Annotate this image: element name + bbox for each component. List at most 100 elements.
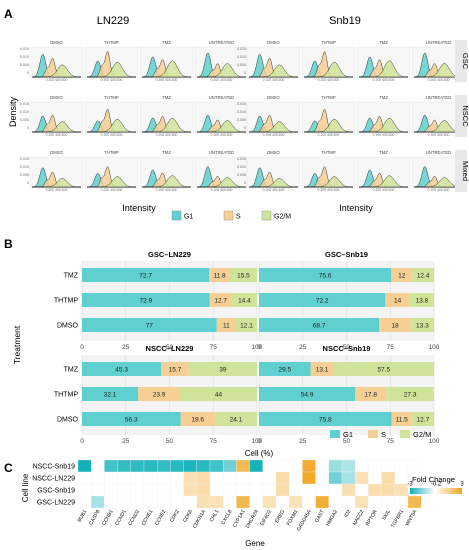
row-strip-bg <box>455 95 467 137</box>
heatmap-cell <box>341 459 356 473</box>
heatmap-cell <box>275 459 290 473</box>
density-xticks: 0 200 400 600 <box>318 188 340 192</box>
density-ytick: 0.010 <box>20 165 29 169</box>
heatmap-cell <box>91 495 105 509</box>
bar-s <box>310 362 334 376</box>
density-ytick: 0.005 <box>237 173 246 177</box>
condition-label: UNTREATED <box>209 150 234 155</box>
heatmap-column-label: EREG <box>274 509 286 524</box>
bar-data-label: 19.6 <box>191 417 204 424</box>
heatmap-cell <box>104 471 118 485</box>
density-g2m <box>197 177 246 188</box>
condition-label: THTMP <box>104 40 119 45</box>
heatmap-cell <box>275 471 290 485</box>
bar-g1 <box>259 268 392 282</box>
heatmap-cell <box>143 495 158 509</box>
bar-data-label: 32.1 <box>104 392 117 399</box>
bar-data-label: 24.1 <box>230 417 243 424</box>
heatmap-cell <box>315 459 329 473</box>
bar-data-label: 11.8 <box>213 273 226 280</box>
density-ytick: 0.010 <box>20 55 29 59</box>
bar-category-label: TMZ <box>64 273 79 280</box>
legend-a-label: S <box>236 214 241 221</box>
bar-data-label: 39 <box>219 367 227 374</box>
row-strip-label: GSC <box>461 53 469 70</box>
heatmap-cell <box>381 483 395 497</box>
density-g2m <box>249 121 298 133</box>
bar-g2m <box>412 268 434 282</box>
density-xlabel: Intensity <box>122 203 156 213</box>
heatmap-cell <box>289 495 303 509</box>
bar-g1 <box>82 318 217 332</box>
density-ytick: 0 <box>27 71 29 75</box>
bar-s <box>161 362 189 376</box>
bar-s <box>379 318 411 332</box>
bar-data-label: 68.7 <box>313 323 326 330</box>
bar-chart-title: NSCC–LN229 <box>146 344 194 353</box>
bar-s <box>391 268 413 282</box>
heatmap-column-label: DHCR24 <box>245 509 260 530</box>
bar-xtick: 100 <box>429 438 440 445</box>
density-ytick: 0.010 <box>237 55 246 59</box>
bar-xtick: 25 <box>299 344 307 351</box>
density-ylabel: Density <box>8 96 18 127</box>
bar-xtick: 25 <box>122 438 130 445</box>
density-ytick: 0 <box>244 126 246 130</box>
heatmap-cell <box>407 459 422 473</box>
heatmap-column-label: BUB1 <box>77 509 89 524</box>
density-xticks: 0 200 400 600 <box>46 78 68 82</box>
heatmap-cell <box>143 483 158 497</box>
condition-label: TMZ <box>379 40 388 45</box>
heatmap-cell <box>289 471 303 485</box>
heatmap-legend-tick: -0.2 <box>431 482 442 488</box>
heatmap-cell <box>104 459 118 473</box>
heatmap-column-label: CCNB1 <box>101 509 115 527</box>
condition-label: TMZ <box>162 95 171 100</box>
bar-data-label: 57.5 <box>377 367 390 374</box>
bar-g1 <box>259 318 380 332</box>
heatmap-cell <box>289 459 303 473</box>
density-xticks: 0 200 400 600 <box>211 188 233 192</box>
density-ytick: 0.015 <box>20 102 29 106</box>
condition-label: UNTREATED <box>209 40 234 45</box>
bar-data-label: 13.3 <box>416 323 429 330</box>
heatmap-column-label: CCND2 <box>127 509 141 527</box>
legend-a-swatch <box>261 210 272 221</box>
heatmap-cell <box>104 483 118 497</box>
heatmap-cell <box>157 495 171 509</box>
heatmap-cell <box>315 495 329 509</box>
heatmap-xlabel: Gene <box>245 539 265 548</box>
density-ytick: 0.010 <box>237 110 246 114</box>
bar-data-label: 44 <box>215 392 223 399</box>
bar-xtick: 75 <box>210 438 218 445</box>
panel-b-letter: B <box>4 237 13 251</box>
bar-data-label: 18 <box>391 323 399 330</box>
bar-data-label: 12.4 <box>417 273 430 280</box>
heatmap-column-label: NACC2 <box>352 509 366 527</box>
heatmap-cell <box>289 483 303 497</box>
heatmap-cell <box>157 459 171 473</box>
heatmap-column-label: RPTOR <box>365 509 379 527</box>
density-ytick: 0.015 <box>237 47 246 51</box>
density-g2m <box>32 64 81 78</box>
heatmap-cell <box>394 459 409 473</box>
heatmap-cell <box>249 483 263 497</box>
density-g2m <box>304 119 353 133</box>
bar-data-label: 23.9 <box>153 392 166 399</box>
row-strip-bg <box>455 150 467 192</box>
bar-chart-title: GSC–Snb19 <box>325 250 368 259</box>
bar-s <box>216 318 236 332</box>
density-xticks: 0 200 400 600 <box>211 78 233 82</box>
heatmap-cell <box>209 495 224 509</box>
heatmap-cell <box>328 471 343 485</box>
condition-label: THTMP <box>321 150 336 155</box>
heatmap-cell <box>355 483 369 497</box>
heatmap-column-label: CCNE2 <box>154 509 168 527</box>
density-xticks: 0 200 400 600 <box>101 78 123 82</box>
density-ytick: 0.010 <box>237 165 246 169</box>
density-g2m <box>359 117 408 133</box>
bar-category-label: THTMP <box>54 392 78 399</box>
heatmap-cell <box>381 471 395 485</box>
bar-xtick: 0 <box>80 344 84 351</box>
heatmap-cell <box>249 459 263 473</box>
